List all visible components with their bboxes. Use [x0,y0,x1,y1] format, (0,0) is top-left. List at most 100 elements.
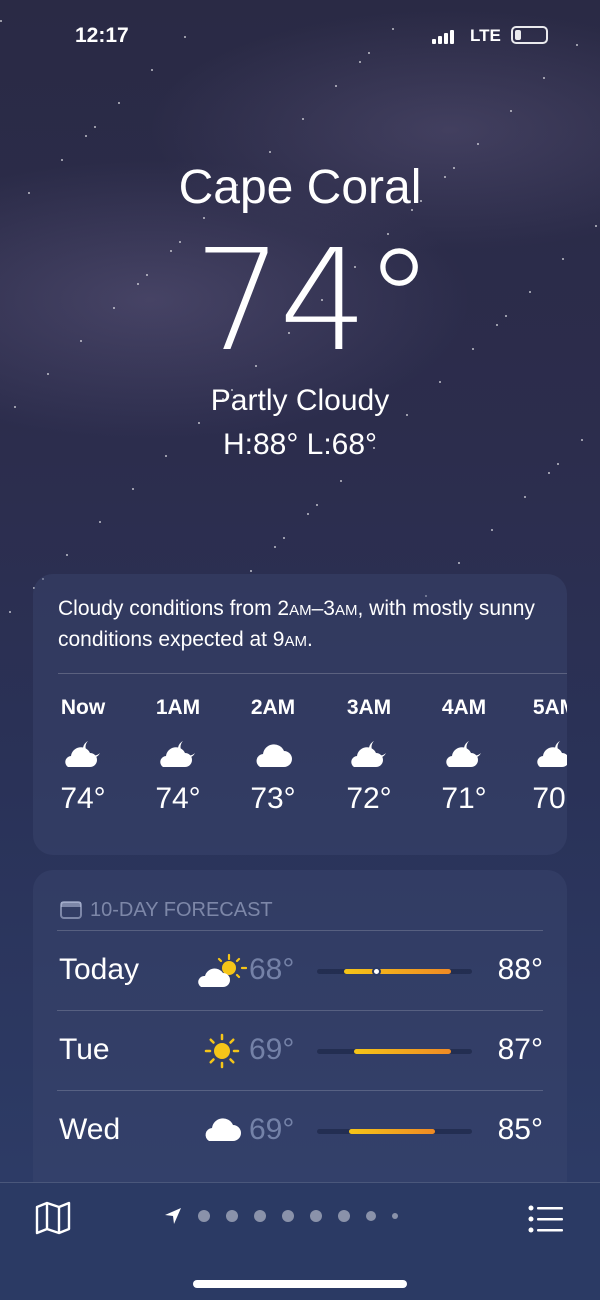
star [505,315,507,317]
page-dot[interactable] [338,1210,350,1222]
page-dot[interactable] [282,1210,294,1222]
hour-item: Now 74° [38,674,128,816]
day-label: Tue [59,1033,110,1066]
star [444,176,446,178]
star [14,406,16,408]
temp-range-bar [317,1129,472,1134]
battery-icon [511,26,548,44]
forecast-row[interactable]: Wed 69° 85° [57,1090,543,1170]
home-indicator[interactable] [193,1280,407,1288]
cloud-moon-icon [419,730,509,778]
star [420,200,422,202]
star [42,578,44,580]
star [524,496,526,498]
star [411,209,413,211]
ten-day-forecast-card[interactable]: 10-DAY FORECAST Today 68° 88° Tue 69° 87° Wed 6… [33,870,567,1200]
list-icon[interactable] [528,1205,564,1233]
star [66,554,68,556]
day-label: Wed [59,1113,121,1146]
page-dot[interactable] [198,1210,210,1222]
hour-temp: 74° [60,782,106,815]
signal-icon [432,30,454,44]
star [151,69,153,71]
temp-range-fill [349,1129,435,1134]
star [340,480,342,482]
high-temp: 88° [497,953,543,986]
hour-item: 2AM 73° [228,674,318,816]
page-dot[interactable] [310,1210,322,1222]
divider [58,673,567,674]
hour-item: 5AM 70° [510,674,567,816]
page-dot[interactable] [254,1210,266,1222]
current-temp-dot [371,967,381,976]
star [80,340,82,342]
hour-temp: 71° [441,782,487,815]
star [170,250,172,252]
star [179,241,181,243]
star [288,332,290,334]
star [203,217,205,219]
hourly-forecast-card[interactable]: Cloudy conditions from 2AM–3AM, with mos… [33,574,567,855]
hour-temp: 70° [532,782,567,815]
forecast-row[interactable]: Tue 69° 87° [57,1010,543,1090]
star [557,463,559,465]
star [406,414,408,416]
hour-temp: 72° [346,782,392,815]
star [316,504,318,506]
star [359,61,361,63]
star [543,77,545,79]
star [85,135,87,137]
high-temp: 85° [497,1113,543,1146]
temp-range-fill [354,1049,451,1054]
day-label: Today [59,953,140,986]
star [510,110,512,112]
star [302,118,304,120]
star [373,447,375,449]
current-temperature: 74° [193,220,434,383]
star [548,472,550,474]
location-arrow-icon[interactable] [164,1207,182,1225]
hour-temp: 74° [155,782,201,815]
hour-item: 4AM 71° [419,674,509,816]
condition: Partly Cloudy [210,384,390,417]
cloud-sun-icon [197,953,247,989]
hourly-strip[interactable]: Now 74° 1AM 74° 2AM 73° 3AM 72° 4AM 71° 5AM 70° [33,674,567,854]
hour-label: 4AM [441,696,487,719]
cloud-icon [228,730,318,778]
high-temp: 87° [497,1033,543,1066]
star [269,151,271,153]
temp-range-bar [317,1049,472,1054]
star [453,167,455,169]
page-dot[interactable] [366,1211,376,1221]
star [146,274,148,276]
star [439,381,441,383]
star [274,546,276,548]
star [354,266,356,268]
star [28,192,30,194]
star [562,258,564,260]
forecast-row[interactable]: Today 68° 88° [57,930,543,1010]
status-bar: 12:17 LTE [0,22,600,52]
temp-range-bar [317,967,472,976]
star [9,611,11,613]
star [184,36,186,38]
star [47,373,49,375]
cloud-icon [197,1113,247,1149]
page-dot[interactable] [392,1213,398,1219]
star [321,299,323,301]
forecast-title: 10-DAY FORECAST [90,898,273,921]
star [231,389,233,391]
page-indicator[interactable] [164,1207,398,1225]
star [491,529,493,531]
bottom-toolbar [0,1182,600,1300]
hour-label: Now [60,696,106,719]
star [472,348,474,350]
star [368,52,370,54]
page-dot[interactable] [226,1210,238,1222]
star [458,562,460,564]
sun-icon [197,1033,247,1069]
map-icon[interactable] [35,1201,71,1235]
high-low: H:88° L:68° [222,428,378,461]
star [99,521,101,523]
star [250,570,252,572]
